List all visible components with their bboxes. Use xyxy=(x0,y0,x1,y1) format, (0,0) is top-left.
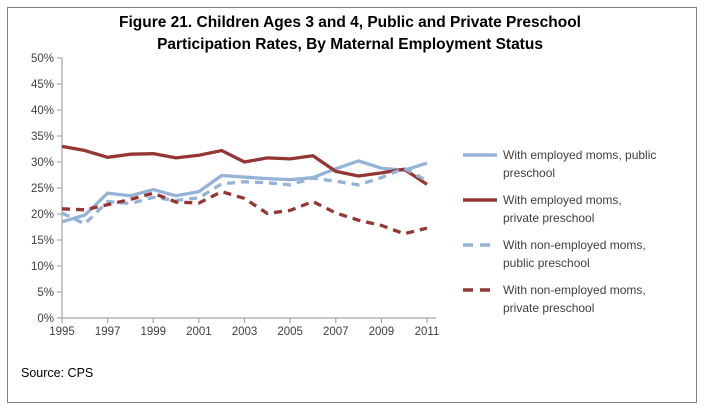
x-axis-label: 1999 xyxy=(140,326,166,338)
legend-label: With non-employed moms, public preschool xyxy=(503,236,646,272)
x-axis-label: 2011 xyxy=(415,326,440,338)
legend-label-line: With employed moms, public xyxy=(503,148,657,162)
legend-label: With employed moms, private preschool xyxy=(503,191,622,227)
legend-label: With employed moms, public preschool xyxy=(503,146,656,182)
chart-title-line1: Figure 21. Children Ages 3 and 4, Public… xyxy=(119,14,581,31)
y-axis-label: 35% xyxy=(31,131,54,143)
y-axis-label: 20% xyxy=(31,209,54,221)
y-axis-label: 0% xyxy=(37,313,54,325)
chart-title: Figure 21. Children Ages 3 and 4, Public… xyxy=(40,12,660,56)
legend-swatch-solid-red-line xyxy=(463,198,497,202)
series-line-0 xyxy=(61,159,428,224)
legend-swatch-dashed-blue-line xyxy=(463,243,497,247)
y-axis-label: 5% xyxy=(37,287,54,299)
legend-label-line: private preschool xyxy=(503,301,595,315)
figure-border xyxy=(7,7,697,403)
y-axis-label: 45% xyxy=(31,79,54,91)
legend-swatch-dashed-red-line xyxy=(463,288,497,292)
y-axis-label: 15% xyxy=(31,235,54,247)
y-axis-label: 50% xyxy=(31,53,54,65)
legend-item-employed-private: With employed moms, private preschool xyxy=(462,191,700,227)
legend-label-line: With non-employed moms, xyxy=(503,238,646,252)
series-line-2 xyxy=(61,166,428,226)
y-axis-label: 10% xyxy=(31,261,54,273)
x-axis-label: 2005 xyxy=(277,326,303,338)
x-axis-label: 2007 xyxy=(323,326,349,338)
x-axis-label: 2001 xyxy=(186,326,212,338)
series-line-1 xyxy=(61,144,428,186)
legend-label: With non-employed moms, private preschoo… xyxy=(503,281,646,317)
legend-label-line: With employed moms, xyxy=(503,193,622,207)
legend-item-employed-public: With employed moms, public preschool xyxy=(462,146,700,182)
legend-item-nonemployed-public: With non-employed moms, public preschool xyxy=(462,236,700,272)
legend-item-nonemployed-private: With non-employed moms, private preschoo… xyxy=(462,281,700,317)
x-axis-label: 2003 xyxy=(232,326,258,338)
chart-title-line2: Participation Rates, By Maternal Employm… xyxy=(157,36,543,53)
legend-label-line: public preschool xyxy=(503,256,590,270)
legend-label-line: With non-employed moms, xyxy=(503,283,646,297)
series-line-3 xyxy=(61,189,428,236)
x-axis-label: 2009 xyxy=(369,326,395,338)
y-axis-label: 40% xyxy=(31,105,54,117)
source-note: Source: CPS xyxy=(21,366,94,380)
y-axis-label: 30% xyxy=(31,157,54,169)
chart-legend: With employed moms, public preschool Wit… xyxy=(462,146,700,326)
legend-swatch-solid-blue-line xyxy=(463,153,497,157)
legend-label-line: preschool xyxy=(503,166,556,180)
x-axis-label: 1997 xyxy=(95,326,121,338)
legend-label-line: private preschool xyxy=(503,211,595,225)
y-axis-label: 25% xyxy=(31,183,54,195)
x-axis-label: 1995 xyxy=(49,326,75,338)
